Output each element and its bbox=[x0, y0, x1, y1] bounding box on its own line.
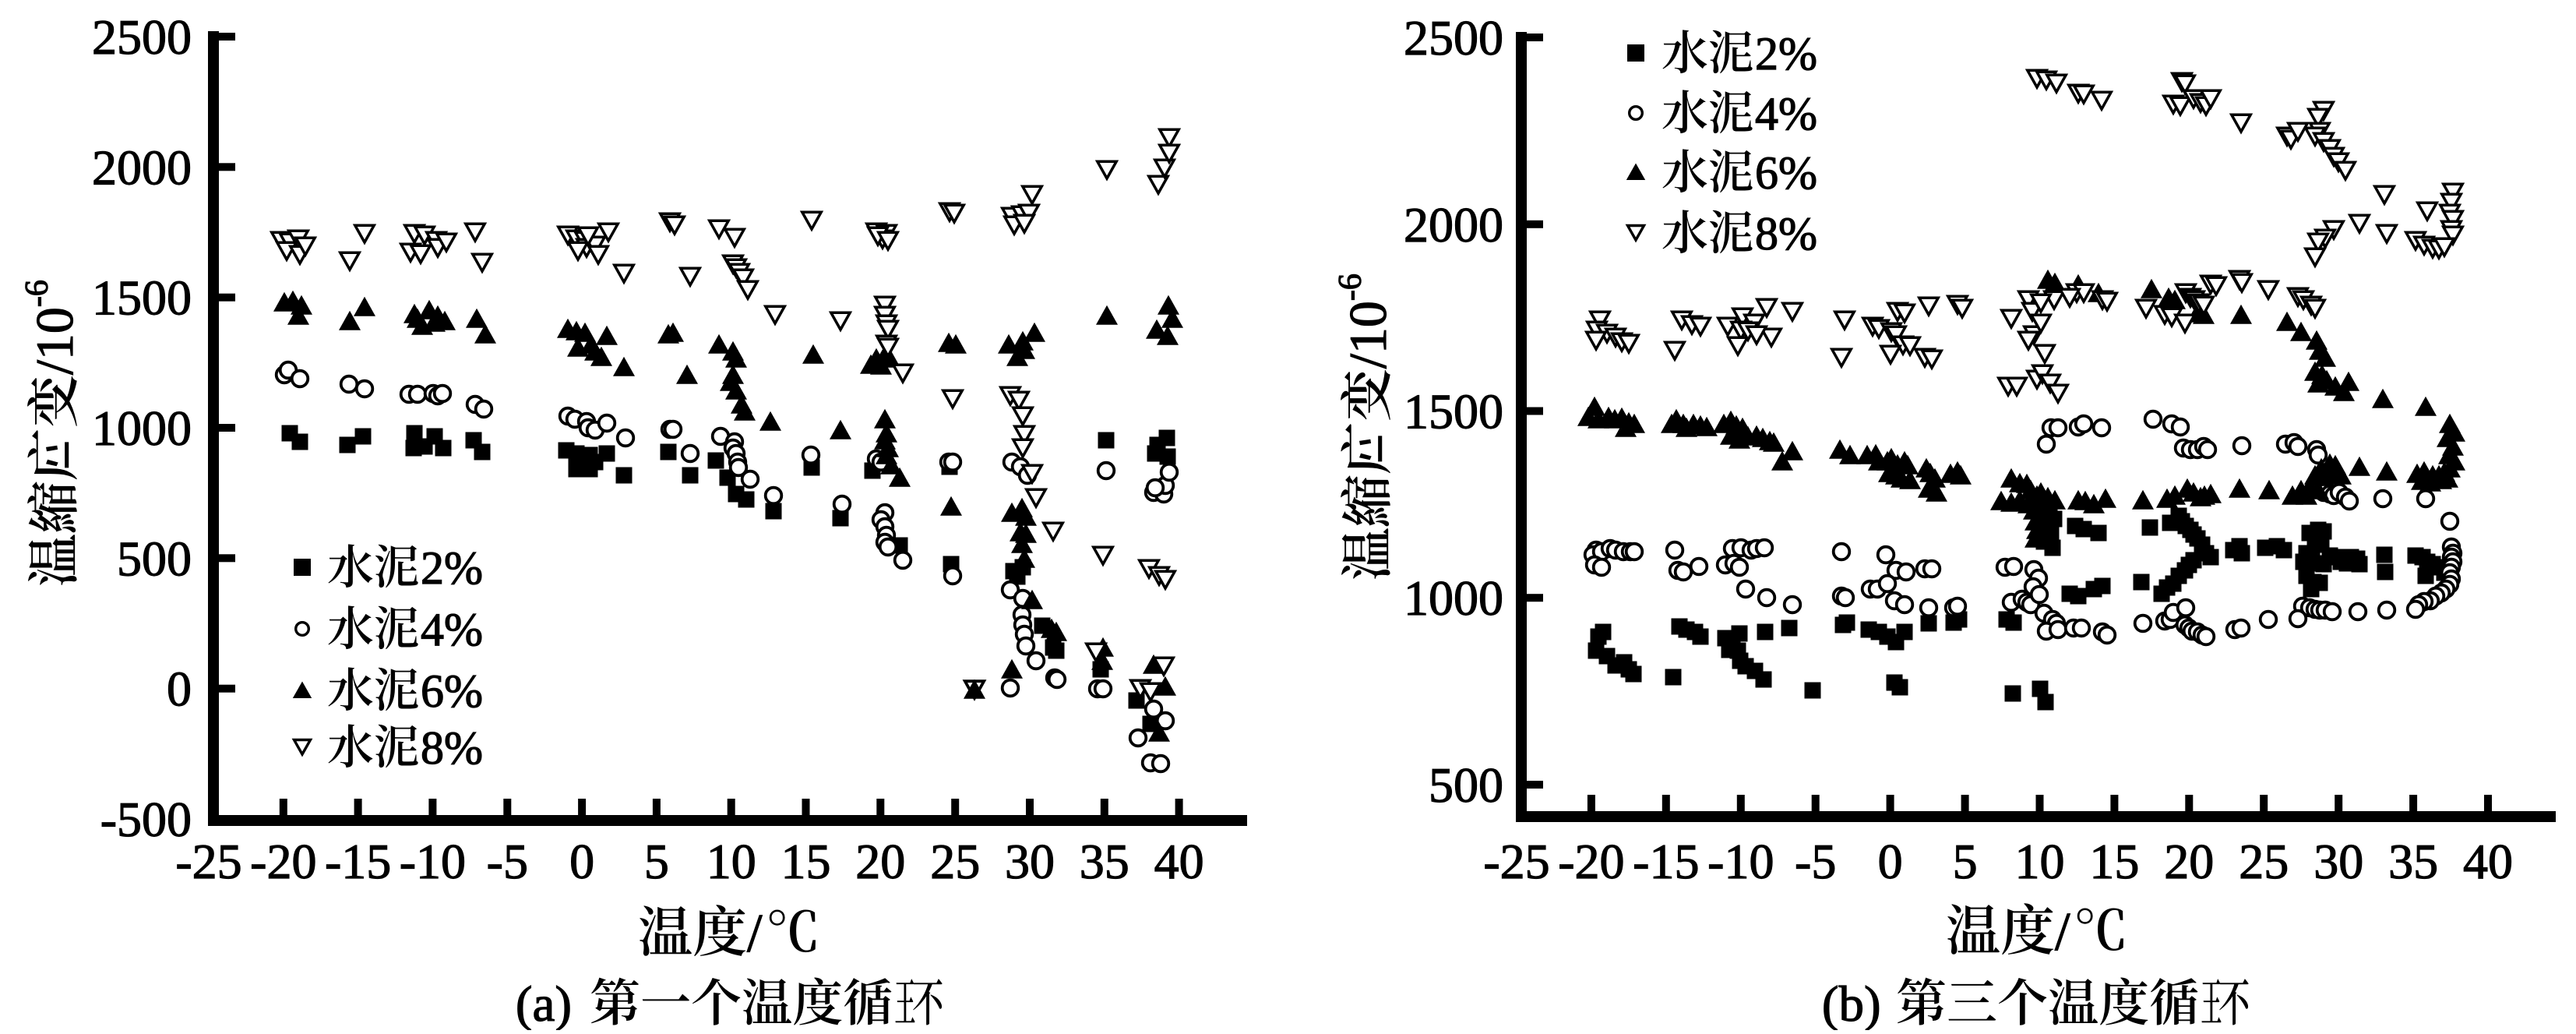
svg-text:35: 35 bbox=[2388, 834, 2438, 889]
svg-text:15: 15 bbox=[781, 834, 831, 889]
svg-text:8%: 8% bbox=[1755, 208, 1817, 259]
svg-text:1000: 1000 bbox=[92, 401, 192, 456]
svg-text:30: 30 bbox=[1005, 834, 1055, 889]
svg-text:/: / bbox=[2055, 902, 2070, 962]
svg-text:-20: -20 bbox=[1558, 834, 1624, 889]
svg-text:2000: 2000 bbox=[92, 139, 192, 195]
svg-text:40: 40 bbox=[2463, 834, 2513, 889]
svg-text:35: 35 bbox=[1080, 834, 1129, 889]
svg-text:5: 5 bbox=[644, 834, 669, 889]
svg-text:0: 0 bbox=[569, 834, 594, 889]
svg-text:2500: 2500 bbox=[1404, 10, 1503, 65]
svg-text:2000: 2000 bbox=[1404, 197, 1503, 252]
svg-text:20: 20 bbox=[2164, 834, 2214, 889]
svg-text:6%: 6% bbox=[1755, 147, 1817, 199]
svg-text:1500: 1500 bbox=[1404, 384, 1503, 439]
svg-text:-500: -500 bbox=[100, 792, 192, 847]
svg-text:2500: 2500 bbox=[92, 9, 192, 65]
svg-text:-15: -15 bbox=[1633, 834, 1699, 889]
svg-text:-5: -5 bbox=[487, 834, 528, 889]
svg-text:/10: /10 bbox=[25, 307, 84, 375]
svg-text:/: / bbox=[747, 904, 763, 964]
svg-text:8%: 8% bbox=[421, 722, 483, 774]
svg-text:(a): (a) bbox=[516, 976, 572, 1030]
svg-text:2%: 2% bbox=[421, 542, 483, 594]
svg-text:-6: -6 bbox=[1333, 273, 1369, 301]
svg-text:-10: -10 bbox=[1707, 834, 1774, 889]
svg-text:-5: -5 bbox=[1795, 834, 1836, 889]
svg-text:15: 15 bbox=[2089, 834, 2139, 889]
svg-text:-25: -25 bbox=[1483, 834, 1549, 889]
svg-text:10: 10 bbox=[2015, 834, 2065, 889]
svg-text:2%: 2% bbox=[1755, 28, 1817, 79]
svg-text:1500: 1500 bbox=[92, 270, 192, 326]
svg-text:25: 25 bbox=[930, 834, 980, 889]
svg-text:-15: -15 bbox=[325, 834, 391, 889]
svg-text:0: 0 bbox=[167, 662, 192, 717]
svg-text:(b): (b) bbox=[1822, 976, 1881, 1030]
svg-text:-10: -10 bbox=[400, 834, 466, 889]
svg-text:10: 10 bbox=[707, 834, 756, 889]
svg-text:25: 25 bbox=[2239, 834, 2289, 889]
svg-text:500: 500 bbox=[117, 531, 192, 586]
svg-text:500: 500 bbox=[1429, 757, 1503, 813]
svg-text:40: 40 bbox=[1154, 834, 1204, 889]
svg-text:-6: -6 bbox=[19, 280, 55, 307]
svg-text:1000: 1000 bbox=[1404, 570, 1503, 626]
svg-text:4%: 4% bbox=[421, 604, 483, 655]
svg-text:30: 30 bbox=[2313, 834, 2363, 889]
svg-text:5: 5 bbox=[1953, 834, 1978, 889]
svg-text:6%: 6% bbox=[421, 665, 483, 717]
svg-text:20: 20 bbox=[855, 834, 905, 889]
svg-text:0: 0 bbox=[1878, 834, 1903, 889]
svg-text:-20: -20 bbox=[250, 834, 316, 889]
svg-text:4%: 4% bbox=[1755, 88, 1817, 139]
svg-text:-25: -25 bbox=[175, 834, 241, 889]
svg-text:/10: /10 bbox=[1338, 301, 1397, 369]
